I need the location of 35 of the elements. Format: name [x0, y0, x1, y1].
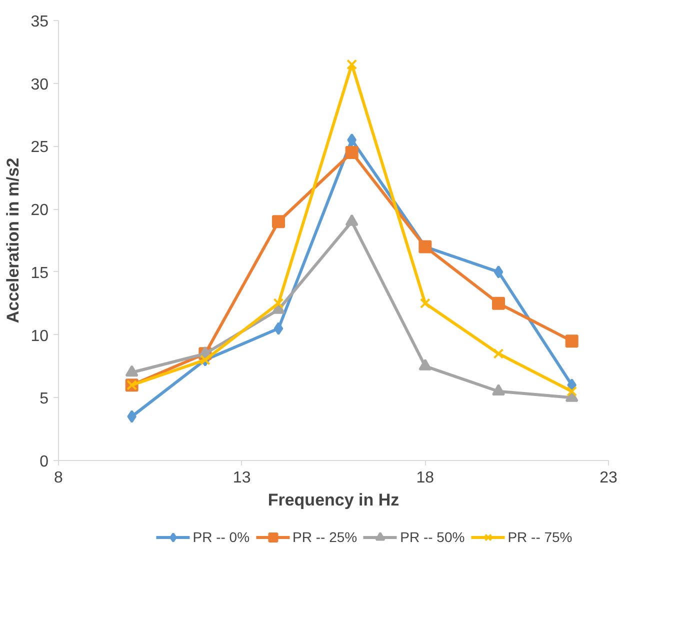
y-tick-label: 0	[40, 454, 49, 470]
point	[127, 410, 136, 423]
y-tick-label: 30	[30, 76, 49, 94]
point	[125, 365, 138, 377]
point	[274, 322, 284, 335]
point	[272, 215, 285, 228]
point	[418, 358, 432, 370]
point	[494, 265, 504, 278]
point	[492, 296, 505, 310]
x-tick-label: 8	[54, 470, 64, 486]
y-tick-label: 20	[30, 202, 49, 220]
point	[345, 146, 358, 159]
point	[420, 298, 430, 309]
y-axis-title: Acceleration in m/s2	[4, 158, 23, 324]
legend-label: PR -- 25%	[292, 529, 358, 545]
legend-label: PR -- 75%	[508, 529, 572, 545]
y-tick-label: 25	[30, 139, 49, 156]
x-tick-label: 18	[416, 470, 434, 486]
point	[566, 386, 578, 397]
point	[273, 298, 284, 309]
y-tick-label: 15	[30, 264, 49, 282]
x-tick-label: 23	[600, 470, 618, 486]
y-tick-label: 10	[30, 328, 49, 345]
point	[346, 59, 358, 70]
x-axis-title: Frequency in Hz	[268, 490, 400, 510]
legend-label: PR -- 50%	[400, 529, 465, 545]
point	[347, 133, 356, 146]
point	[345, 214, 358, 226]
point	[492, 384, 505, 396]
legend-label: PR -- 0%	[192, 529, 250, 545]
point	[493, 348, 504, 359]
x-tick-label: 13	[232, 470, 251, 486]
y-tick-label: 5	[40, 390, 49, 408]
point	[565, 334, 578, 348]
y-tick-label: 35	[30, 14, 49, 30]
